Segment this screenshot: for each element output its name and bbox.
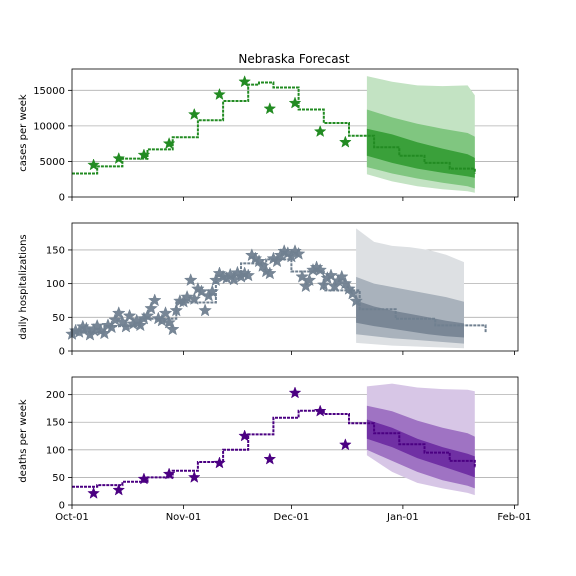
- observed-point: [187, 107, 201, 120]
- observed-point: [213, 456, 226, 469]
- observed-point: [302, 273, 317, 287]
- chart-panels: 0 5000 10000 15000 cases per week 0 50 100 150 da…: [18, 68, 531, 523]
- observed-point: [295, 269, 310, 283]
- observed-point: [144, 301, 158, 315]
- observed-point: [313, 124, 327, 138]
- observed-point: [338, 438, 352, 451]
- model-curve: [72, 409, 476, 488]
- observed-point: [162, 315, 176, 329]
- chart-panel-3: 0 50 100 150 200 Oct-01 Nov-01 Dec-01 Jan-01 Feb-…: [18, 376, 531, 523]
- observed-point: [313, 404, 327, 417]
- observed-point: [155, 313, 169, 327]
- observed-point: [270, 254, 284, 268]
- observed-point: [263, 102, 277, 115]
- chart-panel-1: 0 5000 10000 15000 cases per week: [18, 68, 519, 204]
- axes-frame: [71, 68, 519, 198]
- observed-point: [338, 135, 352, 148]
- observed-point: [262, 266, 277, 280]
- observed-point: [79, 321, 94, 335]
- y-tick-label: 0: [59, 193, 65, 204]
- y-tick-label: 200: [46, 390, 65, 401]
- observed-point: [108, 312, 123, 326]
- x-tick-label: Nov-01: [166, 512, 202, 523]
- observed-point: [349, 293, 364, 307]
- observed-point: [87, 486, 100, 499]
- observed-point: [137, 148, 151, 161]
- observed-point: [133, 318, 148, 332]
- observed-point: [324, 268, 338, 282]
- chart-title: Nebraska Forecast: [238, 52, 349, 66]
- observed-point: [345, 286, 360, 300]
- observed-point: [338, 276, 353, 290]
- y-axis-label: daily hospitalizations: [18, 234, 29, 339]
- observed-point: [87, 158, 100, 171]
- observed-point: [162, 136, 176, 150]
- y-tick-label: 50: [52, 313, 65, 324]
- observed-point: [169, 303, 184, 317]
- y-tick-label: 50: [52, 473, 65, 484]
- observed-point: [183, 273, 198, 287]
- forecast-band-inner: [366, 128, 475, 178]
- chart-panel-2: 0 50 100 150 daily hospitalizations: [18, 222, 519, 358]
- observed-point: [238, 429, 252, 442]
- y-tick-label: 150: [46, 418, 65, 429]
- y-tick-label: 5000: [40, 157, 65, 168]
- observed-point: [187, 291, 202, 305]
- observed-point: [162, 467, 176, 480]
- x-tick-label: Feb-01: [497, 512, 531, 523]
- observed-point: [122, 308, 137, 322]
- observed-point: [288, 386, 302, 399]
- observed-point: [112, 151, 126, 165]
- observed-point: [137, 472, 151, 485]
- y-tick-label: 10000: [33, 121, 65, 132]
- observed-point: [263, 452, 277, 465]
- y-tick-label: 150: [46, 245, 65, 256]
- y-tick-label: 15000: [33, 86, 65, 97]
- y-tick-label: 100: [46, 445, 65, 456]
- y-tick-label: 100: [46, 279, 65, 290]
- observed-point: [205, 284, 220, 298]
- y-axis-label: cases per week: [18, 94, 29, 172]
- axes-frame: [71, 222, 519, 352]
- axes-frame: [71, 376, 519, 506]
- observed-point: [111, 306, 126, 320]
- observed-point: [112, 483, 126, 496]
- observed-point: [238, 75, 252, 88]
- observed-point: [180, 289, 194, 303]
- x-tick-label: Dec-01: [274, 512, 310, 523]
- observed-point: [165, 322, 180, 336]
- model-curve: [72, 81, 476, 175]
- y-axis-label: deaths per week: [18, 399, 29, 483]
- observed-point: [334, 269, 349, 283]
- y-tick-label: 0: [59, 501, 65, 512]
- observed-point: [316, 277, 331, 291]
- observed-point: [313, 262, 328, 276]
- y-tick-label: 0: [59, 347, 65, 358]
- observed-point: [187, 470, 201, 483]
- x-tick-label: Jan-01: [386, 512, 419, 523]
- observed-point: [198, 303, 212, 317]
- observed-point: [298, 279, 313, 293]
- observed-point: [213, 87, 226, 101]
- observed-point: [288, 96, 302, 109]
- observed-point: [147, 293, 162, 307]
- observed-point: [140, 308, 155, 322]
- x-tick-label: Oct-01: [55, 512, 89, 523]
- observed-point: [291, 246, 306, 260]
- observed-point: [158, 306, 173, 320]
- observed-point: [241, 268, 256, 282]
- observed-point: [104, 320, 119, 334]
- observed-point: [255, 258, 270, 272]
